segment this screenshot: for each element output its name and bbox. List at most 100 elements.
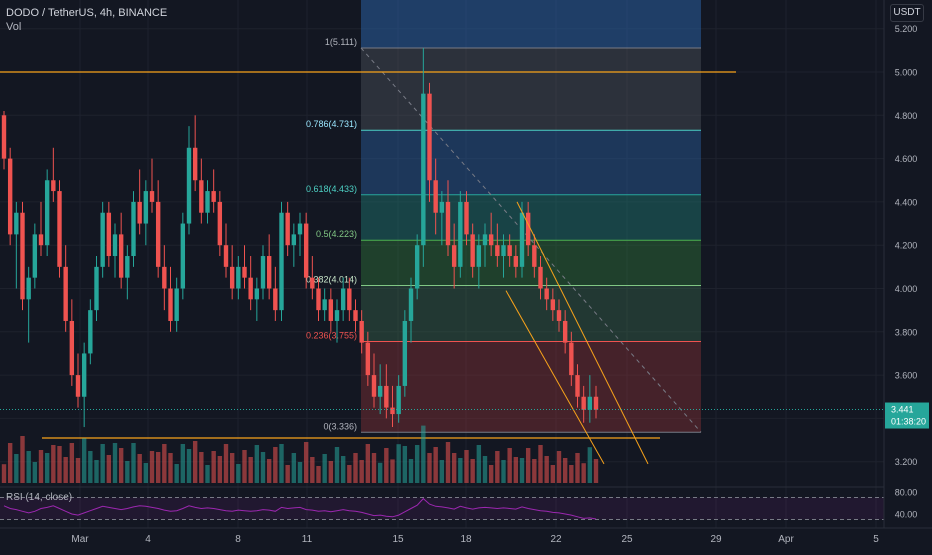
candle-body [174, 288, 179, 321]
candle-body [186, 147, 192, 224]
volume-bar [575, 453, 580, 483]
volume-bar [7, 443, 13, 483]
price-tick: 4.600 [895, 154, 918, 164]
candle-body [112, 234, 118, 257]
candle-body [118, 234, 124, 278]
volume-bar [149, 451, 155, 483]
volume-bar [593, 459, 599, 483]
rsi-tick: 80.00 [895, 488, 918, 498]
fib-level-label: 0.382(4.014) [306, 274, 357, 284]
candle-body [94, 266, 99, 311]
channel-upper-line [516, 201, 649, 465]
volume-bar [550, 465, 556, 483]
volume-bar [51, 445, 56, 483]
volume-bar [525, 448, 531, 483]
fib-zone-top [361, 0, 701, 48]
fib-zone [361, 240, 701, 286]
horizontal-lines[interactable] [0, 71, 736, 439]
candle-body [229, 266, 235, 289]
candle-body [26, 277, 31, 300]
candle-body [236, 266, 241, 289]
candle-body [100, 212, 105, 267]
candle-body [310, 277, 315, 289]
candle-body [550, 299, 556, 311]
candle-body [155, 201, 161, 267]
candle-body [359, 320, 364, 343]
candle-body [51, 180, 56, 192]
volume-bar [69, 443, 75, 483]
time-tick: 25 [621, 534, 633, 545]
volume-bar [507, 448, 512, 483]
rsi-label: RSI (14, close) [6, 492, 72, 503]
volume-bar [495, 451, 500, 483]
volume-bar [168, 453, 173, 483]
volume-bar [192, 441, 198, 483]
volume-bar [303, 442, 309, 483]
volume-bar [464, 450, 469, 483]
price-tick: 4.800 [895, 111, 918, 121]
volume-bar [75, 458, 81, 483]
volume-bar [439, 460, 445, 483]
candle-body [347, 288, 352, 311]
volume-bar [581, 463, 586, 483]
candle-body [353, 310, 358, 321]
candle-body [168, 288, 173, 321]
volume-bar [186, 449, 192, 483]
candle-body [242, 266, 247, 278]
candle-body [519, 212, 525, 267]
price-tick: 4.000 [895, 284, 918, 294]
candle-body [248, 277, 253, 300]
candle-body [562, 320, 568, 343]
candle-body [143, 191, 149, 224]
candle-body [482, 234, 488, 246]
candle-body [316, 288, 321, 311]
volume-bar [328, 461, 334, 483]
candle-body [396, 385, 401, 415]
volume-bar [427, 453, 432, 483]
candle-body [451, 245, 457, 267]
time-tick: 8 [235, 534, 241, 545]
volume-bar [285, 465, 290, 483]
fib-level-label: 0.618(4.433) [306, 184, 357, 194]
volume-bar [199, 452, 204, 483]
volume-bar [414, 445, 420, 483]
volume-bar [384, 448, 389, 483]
fib-zone [361, 341, 701, 433]
candle-body [223, 245, 229, 267]
symbol-title[interactable]: DODO / TetherUS, 4h, BINANCE [6, 7, 168, 19]
candle-body [328, 299, 334, 321]
candle-body [69, 320, 75, 376]
countdown-timer: 01:38:20 [891, 417, 926, 427]
candle-body [575, 375, 580, 397]
volume-bar [205, 465, 210, 483]
candle-body [75, 375, 81, 397]
volume-bar [57, 446, 62, 483]
time-tick: 11 [302, 534, 313, 545]
currency-unit-badge[interactable]: USDT [890, 4, 924, 22]
candle-body [211, 191, 216, 202]
candle-body [254, 288, 260, 300]
descending-channel[interactable] [505, 201, 649, 465]
candle-body [88, 310, 93, 354]
candle-body [334, 310, 340, 321]
candle-body [44, 180, 50, 246]
volume-bar [445, 442, 451, 483]
candle-body [390, 407, 395, 415]
volume-bar [100, 444, 105, 483]
volume-bar [266, 459, 272, 483]
price-tick: 5.200 [895, 24, 918, 34]
fibonacci-retracement[interactable]: 1(5.111) 0.786(4.731) 0.618(4.433) 0.5(4.22… [306, 0, 702, 433]
rsi-tick: 40.00 [895, 510, 918, 520]
volume-bar [236, 464, 241, 483]
volume-label[interactable]: Vol [6, 21, 22, 33]
candle-body [303, 223, 309, 278]
volume-bar [556, 451, 562, 483]
candle-body [14, 212, 19, 235]
candle-body [266, 256, 272, 289]
candle-body [569, 342, 574, 376]
candle-body [371, 375, 377, 397]
candle-body [217, 201, 223, 246]
candle-body [402, 320, 408, 386]
candle-body [7, 158, 13, 235]
